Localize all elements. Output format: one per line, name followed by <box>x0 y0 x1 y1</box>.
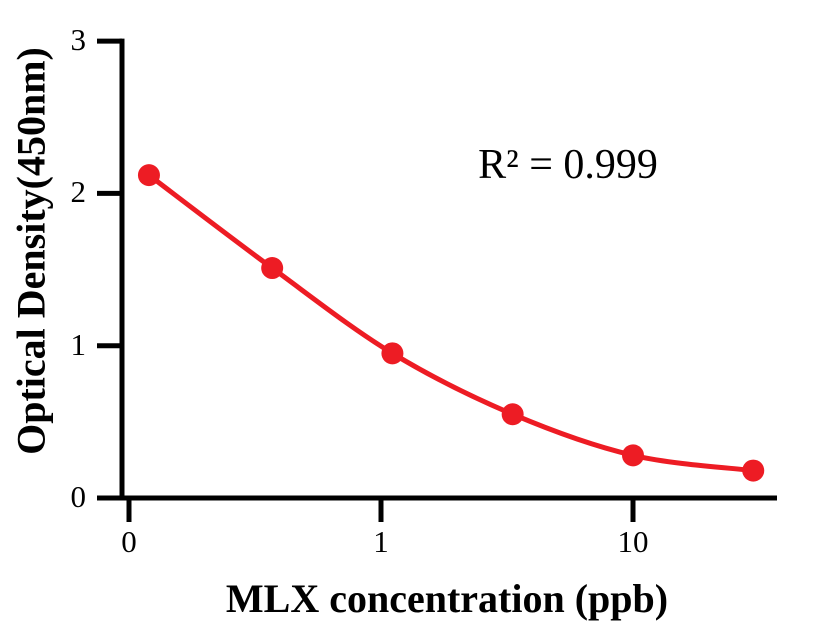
data-point-marker <box>622 444 644 467</box>
fit-curve <box>146 172 756 474</box>
r-squared-annotation: R² = 0.999 <box>478 142 658 189</box>
y-tick-label: 0 <box>70 478 87 514</box>
data-point-marker <box>261 257 284 280</box>
data-point-marker <box>381 342 404 365</box>
data-point-marker <box>501 403 524 426</box>
data-point-marker <box>137 164 160 187</box>
y-tick-label: 3 <box>70 22 87 58</box>
y-axis-title: Optical Density(450nm) <box>8 47 54 455</box>
x-tick-label: 10 <box>617 524 649 559</box>
y-tick-label: 1 <box>70 326 87 362</box>
data-point-marker <box>742 459 765 482</box>
x-axis-title: MLX concentration (ppb) <box>225 576 669 621</box>
y-tick-label: 2 <box>70 174 87 210</box>
x-tick-label: 1 <box>373 524 389 559</box>
x-tick-label: 0 <box>121 524 137 559</box>
